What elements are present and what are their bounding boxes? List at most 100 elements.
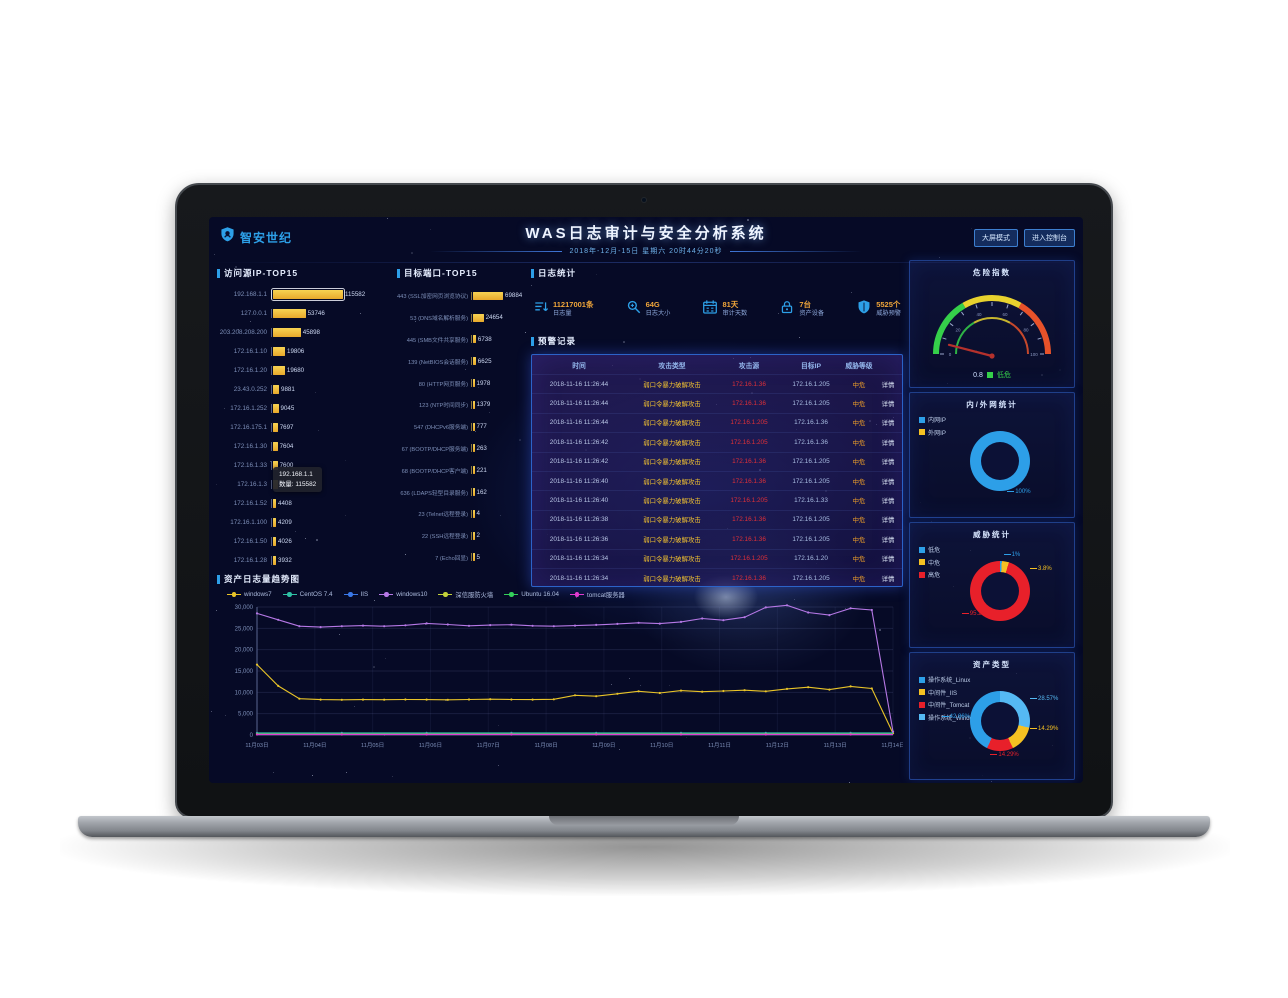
- ip-bar[interactable]: [273, 442, 278, 451]
- trend-line[interactable]: [257, 665, 893, 734]
- x-axis-tick: 11月03日: [245, 742, 268, 749]
- ip-bar[interactable]: [273, 366, 285, 375]
- detail-link[interactable]: 详情: [876, 418, 900, 427]
- ip-bar-row[interactable]: 172.16.1.30 7604: [217, 437, 393, 456]
- ip-bar[interactable]: [273, 404, 279, 413]
- legend-item[interactable]: 操作系统_Linux: [919, 675, 980, 684]
- data-point: [765, 690, 767, 692]
- legend-item[interactable]: 高危: [919, 570, 940, 579]
- net-donut-ring[interactable]: [970, 431, 1030, 491]
- legend-swatch: [919, 702, 925, 708]
- console-button[interactable]: 进入控制台: [1024, 229, 1075, 247]
- port-bar-row[interactable]: 547 (DHCPv6服务端) 777: [397, 416, 525, 438]
- port-bar[interactable]: [473, 401, 475, 409]
- ip-bar-row[interactable]: 23.43.0.252 9881: [217, 380, 393, 399]
- ip-bar[interactable]: [273, 556, 276, 565]
- port-bar[interactable]: [473, 423, 475, 431]
- port-bar[interactable]: [473, 488, 475, 496]
- port-bar[interactable]: [473, 466, 475, 474]
- ip-bar-row[interactable]: 172.16.1.52 4408: [217, 494, 393, 513]
- port-bar-row[interactable]: 80 (HTTP网页服务) 1978: [397, 372, 525, 394]
- port-bar[interactable]: [473, 314, 484, 322]
- ip-bar-row[interactable]: 127.0.0.1 53746: [217, 304, 393, 323]
- port-bar-row[interactable]: 443 (SSL加密网页浏览协议) 69884: [397, 285, 525, 307]
- ip-bar[interactable]: [273, 537, 276, 546]
- detail-link[interactable]: 详情: [876, 477, 900, 486]
- ip-bar-row[interactable]: 203.208.208.200 45898: [217, 323, 393, 342]
- port-bar[interactable]: [473, 292, 503, 300]
- trend-legend-item[interactable]: tomcat服务器: [570, 590, 625, 599]
- port-bar-row[interactable]: 68 (BOOTP/DHCP客户端) 221: [397, 459, 525, 481]
- detail-link[interactable]: 详情: [876, 457, 900, 466]
- ip-bar-row[interactable]: 172.16.1.50 4026: [217, 532, 393, 551]
- ip-bar[interactable]: [273, 518, 276, 527]
- port-bar-row[interactable]: 53 (DNS域名解析服务) 24654: [397, 307, 525, 329]
- ip-bar-row[interactable]: 172.16.1.20 19680: [217, 361, 393, 380]
- port-bar[interactable]: [473, 510, 475, 518]
- detail-link[interactable]: 详情: [876, 554, 900, 563]
- ip-bar-row[interactable]: 172.16.175.1 7697: [217, 418, 393, 437]
- detail-link[interactable]: 详情: [876, 380, 900, 389]
- table-row[interactable]: 2018-11-16 11:26:44 弱口令暴力破解攻击 172.16.1.36 1…: [532, 393, 902, 412]
- port-bar-row[interactable]: 22 (SSH远程登录) 2: [397, 525, 525, 547]
- legend-item[interactable]: 外网IP: [919, 428, 946, 437]
- data-point: [298, 625, 300, 627]
- table-row[interactable]: 2018-11-16 11:26:34 弱口令暴力破解攻击 172.16.1.205…: [532, 549, 902, 568]
- trend-line[interactable]: [257, 605, 893, 731]
- table-row[interactable]: 2018-11-16 11:26:40 弱口令暴力破解攻击 172.16.1.36 1…: [532, 471, 902, 490]
- trend-legend-item[interactable]: 深信服防火墙: [438, 590, 493, 599]
- ip-bar-row[interactable]: 172.16.1.252 9045: [217, 399, 393, 418]
- table-row[interactable]: 2018-11-16 11:26:42 弱口令暴力破解攻击 172.16.1.205…: [532, 432, 902, 451]
- detail-link[interactable]: 详情: [876, 496, 900, 505]
- legend-item[interactable]: 中危: [919, 558, 940, 567]
- table-row[interactable]: 2018-11-16 11:26:38 弱口令暴力破解攻击 172.16.1.36 1…: [532, 510, 902, 529]
- detail-link[interactable]: 详情: [876, 535, 900, 544]
- port-bar-row[interactable]: 636 (LDAPS轻型目录服务) 162: [397, 481, 525, 503]
- ip-bar[interactable]: [273, 347, 285, 356]
- trend-line-chart[interactable]: 0 5,000 10,000 15,000 20,000 25,000 30,000 11月0…: [217, 599, 903, 771]
- legend-item[interactable]: 低危: [919, 545, 940, 554]
- port-bar[interactable]: [473, 553, 475, 561]
- ip-bar[interactable]: [273, 328, 301, 337]
- table-row[interactable]: 2018-11-16 11:26:44 弱口令暴力破解攻击 172.16.1.205…: [532, 413, 902, 432]
- legend-swatch: [919, 714, 925, 720]
- table-row[interactable]: 2018-11-16 11:26:42 弱口令暴力破解攻击 172.16.1.36 1…: [532, 452, 902, 471]
- table-row[interactable]: 2018-11-16 11:26:40 弱口令暴力破解攻击 172.16.1.205…: [532, 490, 902, 509]
- trend-legend-item[interactable]: windows7: [227, 591, 272, 598]
- cell-time: 2018-11-16 11:26:42: [532, 439, 626, 446]
- table-row[interactable]: 2018-11-16 11:26:36 弱口令暴力破解攻击 172.16.1.36 1…: [532, 529, 902, 548]
- ip-bar-row[interactable]: 172.16.1.100 4209: [217, 513, 393, 532]
- port-bar-row[interactable]: 7 (Echo回显) 5: [397, 547, 525, 569]
- fullscreen-button[interactable]: 大屏模式: [974, 229, 1018, 247]
- port-bar[interactable]: [473, 532, 475, 540]
- legend-item[interactable]: 内网IP: [919, 415, 946, 424]
- port-bar[interactable]: [473, 357, 476, 365]
- ip-bar[interactable]: [273, 423, 278, 432]
- ip-bar-row[interactable]: 172.16.1.28 3932: [217, 551, 393, 570]
- port-bar-row[interactable]: 67 (BOOTP/DHCP服务端) 263: [397, 438, 525, 460]
- ip-bar[interactable]: [273, 385, 279, 394]
- detail-link[interactable]: 详情: [876, 399, 900, 408]
- trend-legend-item[interactable]: CentOS 7.4: [283, 591, 333, 598]
- port-bar-row[interactable]: 123 (NTP时间同步) 1379: [397, 394, 525, 416]
- port-label: 53 (DNS域名解析服务): [397, 313, 471, 322]
- ip-bar[interactable]: [273, 499, 276, 508]
- ip-bar-row[interactable]: 192.168.1.1 115582: [217, 285, 393, 304]
- detail-link[interactable]: 详情: [876, 515, 900, 524]
- port-bar-row[interactable]: 445 (SMB文件共享服务) 6738: [397, 329, 525, 351]
- ip-bar[interactable]: [273, 309, 306, 318]
- port-bar[interactable]: [473, 379, 475, 387]
- trend-legend-item[interactable]: Ubuntu 16.04: [504, 591, 559, 598]
- ip-bar-row[interactable]: 172.16.1.10 19806: [217, 342, 393, 361]
- port-bar-row[interactable]: 23 (Telnet远程登录) 4: [397, 503, 525, 525]
- trend-legend-item[interactable]: windows10: [379, 591, 427, 598]
- assets-donut-ring[interactable]: [970, 691, 1030, 751]
- trend-legend-item[interactable]: IIS: [344, 591, 369, 598]
- ip-bar[interactable]: [273, 290, 343, 299]
- port-bar[interactable]: [473, 444, 475, 452]
- port-bar-row[interactable]: 139 (NetBIOS会话服务) 6625: [397, 350, 525, 372]
- port-bar[interactable]: [473, 335, 476, 343]
- detail-link[interactable]: 详情: [876, 438, 900, 447]
- table-row[interactable]: 2018-11-16 11:26:44 弱口令暴力破解攻击 172.16.1.36 1…: [532, 374, 902, 393]
- search-icon: [626, 299, 642, 320]
